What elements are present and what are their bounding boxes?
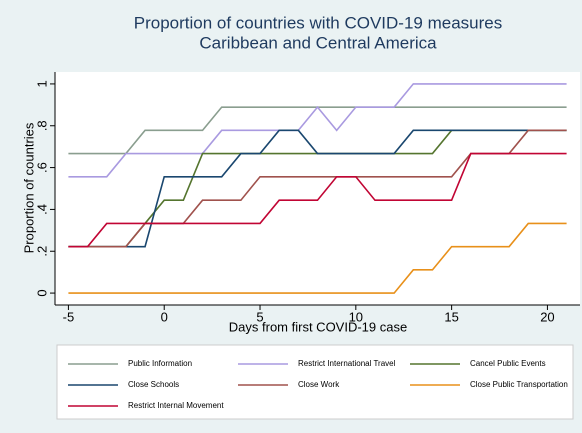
series-line [68,83,567,178]
legend-label: Restrict Internal Movement [128,401,224,410]
series-line [68,152,567,248]
y-axis-title: Proportion of countries [21,122,36,253]
y-tick-label: 0 [34,289,49,296]
x-tick-label: 0 [161,309,168,324]
x-tick-label: 10 [349,309,363,324]
x-tick-label: -5 [63,309,75,324]
x-tick-label: 15 [444,309,458,324]
y-tick-label: .2 [34,246,49,257]
x-tick-label: 20 [540,309,554,324]
y-tick-label: .4 [34,204,49,215]
y-tick-label: .8 [34,120,49,131]
legend-label: Cancel Public Events [470,359,546,368]
legend-label: Close Public Transportation [470,380,568,389]
x-tick-label: 5 [256,309,263,324]
legend [56,344,574,420]
series-line [68,222,567,294]
y-tick-label: .6 [34,162,49,173]
y-tick-label: 1 [34,80,49,87]
plot-area [55,72,580,305]
legend-label: Restrict International Travel [298,359,396,368]
legend-label: Close Schools [128,380,179,389]
legend-label: Public Information [128,359,192,368]
chart-title: Proportion of countries with COVID-19 me… [134,13,503,32]
legend-label: Close Work [298,380,340,389]
x-axis-title: Days from first COVID-19 case [229,319,407,334]
chart-subtitle: Caribbean and Central America [199,33,437,52]
